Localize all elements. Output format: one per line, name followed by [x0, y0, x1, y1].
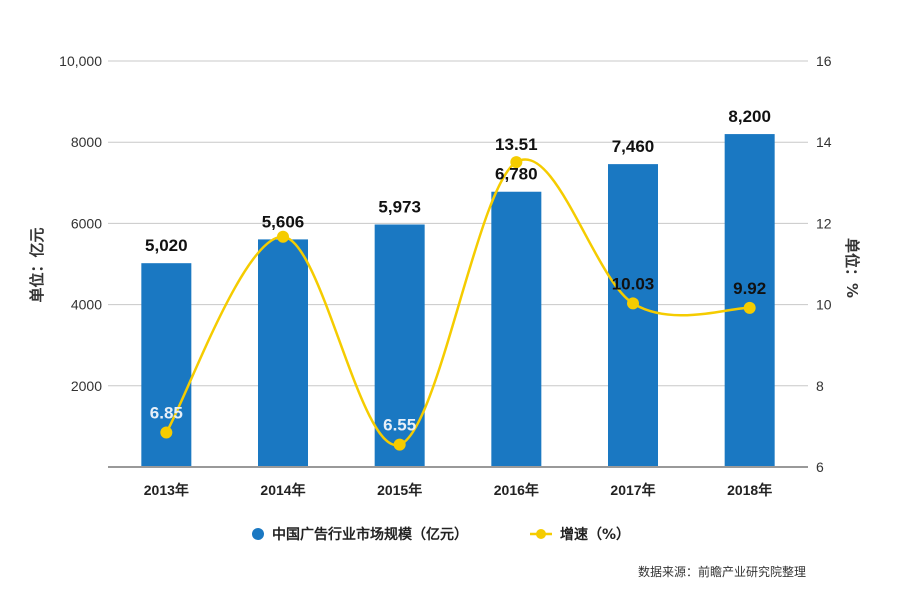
bar — [608, 164, 658, 467]
growth-point — [393, 438, 406, 451]
bar-value-label: 6,780 — [495, 165, 538, 184]
bar-series — [141, 134, 775, 467]
left-tick-label: 4000 — [71, 297, 102, 313]
left-tick-label: 6000 — [71, 215, 102, 231]
bar — [491, 191, 542, 467]
growth-value-label: 9.92 — [733, 279, 766, 298]
category-label: 2018年 — [727, 482, 772, 498]
bar-value-label: 5,020 — [145, 236, 188, 255]
growth-line — [165, 158, 750, 446]
right-tick-label: 10 — [816, 297, 832, 313]
bar — [258, 239, 308, 467]
bar-value-label: 5,606 — [262, 212, 305, 231]
growth-value-label: 13.51 — [495, 135, 538, 154]
growth-point — [277, 230, 289, 243]
axes: 2000 4000 6000 8000 10,000 6 8 10 12 14 16 2013年 201… — [59, 53, 832, 498]
bar-value-label: 8,200 — [728, 107, 771, 126]
legend-bar-marker — [252, 528, 264, 540]
growth-value-label: 6.85 — [150, 403, 183, 422]
bar-value-label: 7,460 — [612, 137, 655, 156]
growth-point — [627, 297, 639, 310]
bar — [724, 134, 775, 467]
bar-value-label: 5,973 — [378, 197, 421, 216]
growth-point — [743, 301, 756, 314]
right-tick-label: 8 — [816, 378, 824, 394]
growth-value-label: 6.55 — [383, 416, 416, 435]
left-tick-label: 8000 — [71, 134, 102, 150]
growth-point — [510, 156, 523, 169]
gridlines — [108, 60, 808, 387]
right-tick-label: 16 — [816, 53, 832, 69]
category-label: 2014年 — [260, 482, 305, 498]
right-tick-label: 6 — [816, 459, 824, 475]
line-series — [160, 156, 756, 451]
left-axis-title: 单位：亿元 — [28, 227, 46, 302]
legend: 中国广告行业市场规模（亿元） 增速（%） — [252, 526, 630, 543]
right-tick-label: 14 — [816, 134, 832, 150]
right-tick-label: 12 — [816, 215, 832, 231]
data-labels: 5,020 5,606 5,973 6,780 7,460 8,200 6.85 6.55 13… — [145, 107, 771, 435]
growth-value-label: 10.03 — [612, 274, 655, 293]
category-label: 2015年 — [377, 482, 422, 498]
category-label: 2017年 — [610, 482, 655, 498]
legend-line-label: 增速（%） — [560, 526, 630, 543]
category-label: 2013年 — [144, 482, 189, 498]
legend-line-marker — [536, 529, 546, 539]
legend-bar-label: 中国广告行业市场规模（亿元） — [272, 526, 468, 543]
left-tick-label: 2000 — [71, 378, 102, 394]
source-note: 数据来源：前瞻产业研究院整理 — [638, 564, 806, 579]
right-axis-title: 单位：% — [843, 238, 861, 298]
left-tick-label: 10,000 — [59, 53, 102, 69]
category-label: 2016年 — [494, 482, 539, 498]
growth-point — [160, 426, 173, 439]
